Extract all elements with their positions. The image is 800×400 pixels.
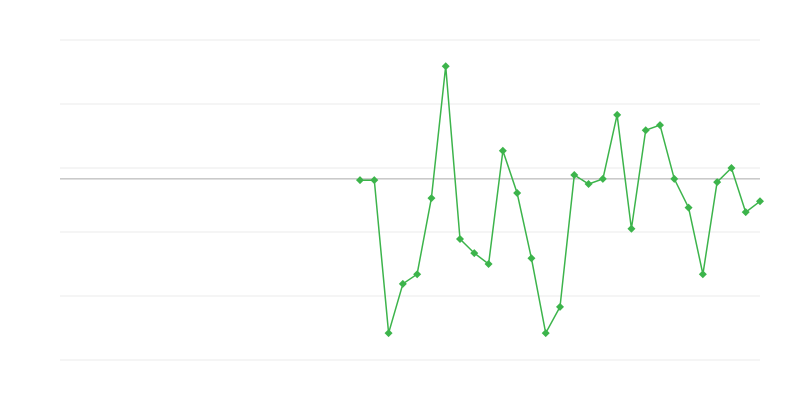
data-point[interactable] — [413, 270, 422, 279]
data-point[interactable] — [641, 126, 650, 135]
data-point[interactable] — [570, 171, 579, 180]
data-point[interactable] — [513, 188, 522, 197]
data-point[interactable] — [541, 329, 550, 338]
grid-lines — [60, 39, 760, 361]
data-point[interactable] — [441, 62, 450, 71]
data-point[interactable] — [427, 194, 436, 203]
data-point[interactable] — [670, 174, 679, 183]
data-point[interactable] — [756, 197, 764, 206]
data-point[interactable] — [656, 121, 664, 130]
data-point[interactable] — [713, 178, 722, 187]
data-point[interactable] — [456, 235, 464, 244]
data-point[interactable] — [398, 279, 407, 288]
data-point[interactable] — [727, 164, 736, 172]
data-point[interactable] — [741, 208, 750, 217]
data-point[interactable] — [613, 110, 622, 119]
data-point[interactable] — [684, 203, 693, 212]
series-layer — [356, 62, 764, 338]
data-point[interactable] — [627, 224, 636, 233]
data-point[interactable] — [584, 180, 593, 188]
data-point[interactable] — [356, 176, 364, 185]
series-line — [360, 66, 761, 336]
data-point[interactable] — [370, 176, 379, 185]
data-point[interactable] — [598, 174, 607, 183]
data-point[interactable] — [484, 260, 493, 268]
data-point[interactable] — [470, 249, 479, 258]
data-point[interactable] — [698, 270, 707, 279]
data-point[interactable] — [498, 146, 507, 155]
data-point[interactable] — [527, 254, 536, 263]
data-point[interactable] — [556, 302, 564, 311]
data-point[interactable] — [384, 329, 393, 338]
